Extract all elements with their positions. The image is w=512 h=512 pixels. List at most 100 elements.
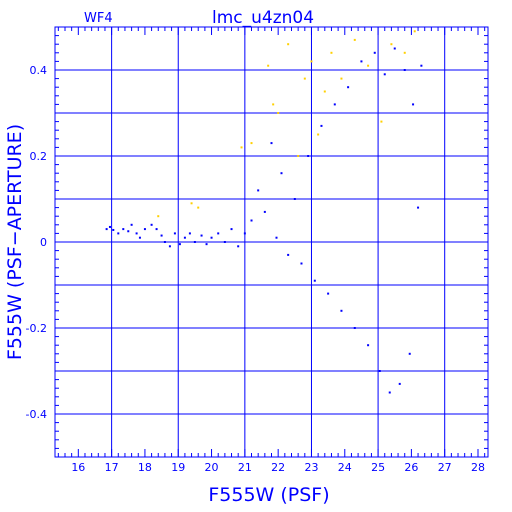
data-point bbox=[155, 228, 158, 231]
data-point bbox=[420, 64, 423, 67]
data-point bbox=[340, 77, 343, 80]
data-point bbox=[310, 60, 313, 63]
x-tick-label: 26 bbox=[404, 461, 418, 474]
data-point bbox=[347, 86, 350, 89]
data-point bbox=[217, 232, 220, 235]
data-point bbox=[303, 77, 306, 80]
data-point bbox=[403, 51, 406, 54]
data-point bbox=[293, 198, 296, 200]
data-point bbox=[127, 230, 130, 233]
y-tick-label: -0.2 bbox=[26, 322, 47, 335]
data-point bbox=[257, 189, 260, 192]
data-point bbox=[210, 236, 213, 239]
data-point bbox=[300, 262, 303, 265]
data-point bbox=[275, 236, 278, 239]
data-point bbox=[130, 223, 133, 226]
x-tick-label: 16 bbox=[71, 461, 85, 474]
data-point bbox=[287, 253, 290, 256]
axis-ticks bbox=[55, 27, 488, 457]
data-point bbox=[327, 292, 330, 295]
data-point bbox=[163, 241, 166, 243]
x-axis-label: F555W (PSF) bbox=[208, 484, 329, 506]
data-point bbox=[373, 51, 376, 54]
data-point bbox=[380, 120, 383, 123]
data-point bbox=[250, 142, 253, 145]
x-tick-label: 19 bbox=[171, 461, 185, 474]
data-points bbox=[105, 30, 423, 394]
data-point bbox=[122, 228, 125, 231]
data-point bbox=[280, 172, 283, 175]
data-point bbox=[270, 142, 273, 145]
data-point bbox=[297, 155, 300, 157]
data-point bbox=[383, 73, 386, 76]
data-point bbox=[340, 309, 343, 312]
data-point bbox=[367, 344, 370, 347]
data-point bbox=[243, 232, 246, 235]
data-point bbox=[178, 243, 181, 246]
panel-label: WF4 bbox=[84, 11, 113, 26]
data-point bbox=[390, 43, 393, 46]
x-tick-label: 25 bbox=[371, 461, 385, 474]
chart-title: lmc_u4zn04 bbox=[212, 8, 314, 28]
y-tick-label: 0.4 bbox=[30, 64, 48, 77]
y-tick-label: -0.4 bbox=[26, 408, 47, 421]
data-point bbox=[272, 103, 275, 106]
x-tick-label: 21 bbox=[238, 461, 252, 474]
data-point bbox=[188, 232, 191, 235]
x-tick-label: 20 bbox=[205, 461, 219, 474]
plot-frame bbox=[54, 26, 489, 458]
data-point bbox=[193, 241, 196, 243]
data-point bbox=[393, 47, 396, 50]
x-tick-label: 24 bbox=[338, 461, 352, 474]
data-point bbox=[117, 232, 120, 235]
data-point bbox=[200, 234, 203, 237]
data-point bbox=[413, 30, 416, 33]
data-point bbox=[173, 232, 176, 235]
data-point bbox=[135, 232, 138, 235]
x-tick-label: 17 bbox=[105, 461, 119, 474]
data-point bbox=[403, 69, 406, 71]
data-point bbox=[398, 382, 401, 385]
data-point bbox=[412, 103, 415, 106]
y-tick-label: 0 bbox=[40, 236, 47, 249]
data-point bbox=[105, 228, 108, 231]
data-point bbox=[168, 245, 171, 248]
data-point bbox=[313, 279, 316, 282]
data-point bbox=[307, 155, 310, 157]
data-point bbox=[150, 223, 153, 226]
data-point bbox=[408, 352, 411, 355]
data-point bbox=[353, 327, 356, 329]
x-tick-label: 27 bbox=[438, 461, 452, 474]
data-point bbox=[320, 124, 323, 127]
data-point bbox=[143, 228, 146, 231]
data-point bbox=[263, 210, 266, 213]
grid-lines bbox=[55, 27, 488, 457]
data-point bbox=[205, 243, 208, 246]
data-point bbox=[183, 236, 186, 239]
y-tick-label: 0.2 bbox=[30, 150, 48, 163]
data-point bbox=[367, 64, 370, 67]
x-tick-labels: 16 17 18 19 20 21 22 23 24 25 26 27 28 bbox=[71, 461, 485, 474]
data-point bbox=[138, 236, 141, 239]
data-point bbox=[112, 228, 115, 231]
data-point bbox=[353, 38, 356, 41]
data-point bbox=[317, 133, 320, 136]
x-tick-label: 23 bbox=[304, 461, 318, 474]
data-point bbox=[197, 206, 200, 209]
data-point bbox=[388, 391, 391, 394]
data-point bbox=[160, 234, 163, 237]
data-point bbox=[378, 370, 381, 372]
data-point bbox=[108, 225, 111, 228]
data-point bbox=[250, 219, 253, 222]
data-point bbox=[237, 245, 240, 248]
data-point bbox=[223, 241, 226, 243]
x-tick-label: 22 bbox=[271, 461, 285, 474]
x-tick-label: 18 bbox=[138, 461, 152, 474]
data-point bbox=[267, 64, 270, 67]
data-point bbox=[157, 215, 160, 218]
y-axis-label: F555W (PSF−APERTURE) bbox=[4, 124, 26, 360]
data-point bbox=[230, 228, 233, 231]
data-point bbox=[190, 202, 193, 205]
data-point bbox=[360, 60, 363, 63]
